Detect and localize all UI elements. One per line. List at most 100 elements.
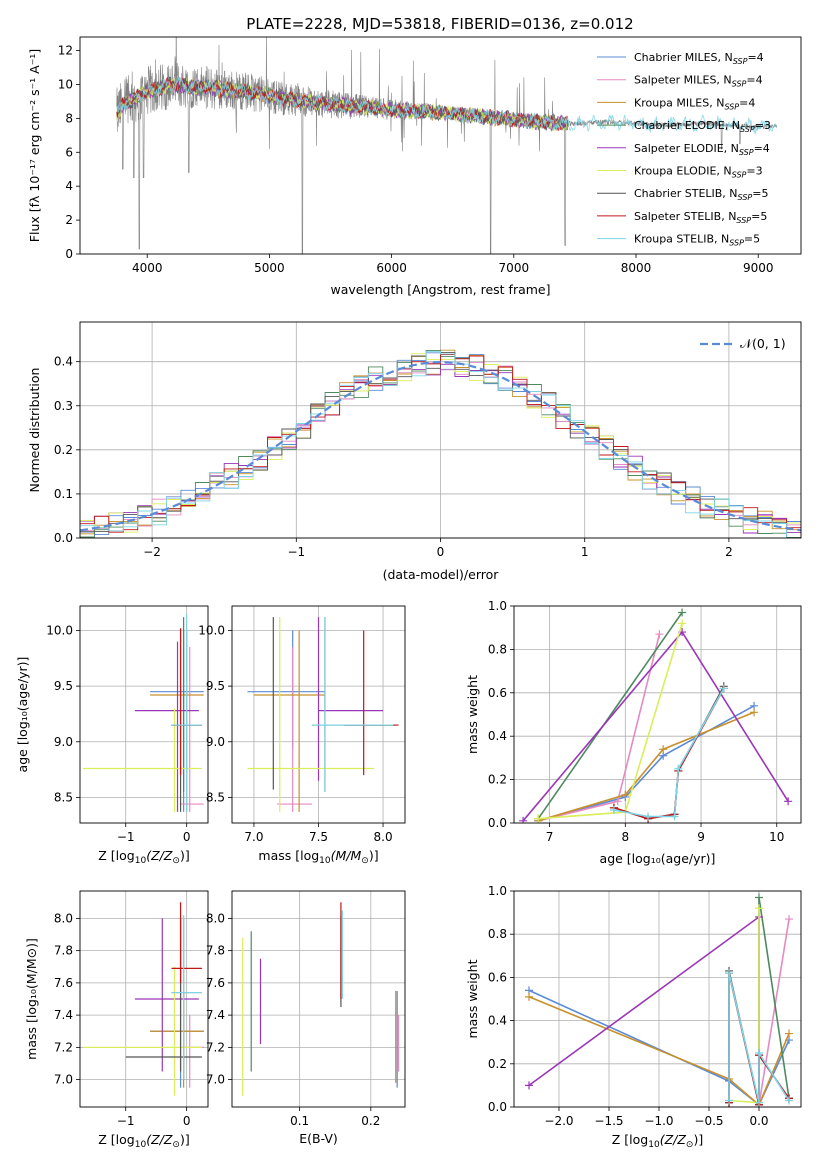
x-tick-label: 0 <box>183 830 191 844</box>
x-tick-label: 7 <box>546 830 554 844</box>
x-tick-label: −1 <box>117 830 135 844</box>
y-tick-label: 10.0 <box>46 623 73 637</box>
y-tick-label: 0 <box>65 247 73 261</box>
x-axis-label-tail: (M/M <box>331 848 362 863</box>
plot-area <box>80 349 801 538</box>
weight-marker <box>644 812 653 821</box>
weight-marker <box>784 797 793 806</box>
y-tick-label: 0.4 <box>488 1014 507 1028</box>
y-tick-label: 8.0 <box>206 911 225 925</box>
y-tick-label: 7.4 <box>206 1008 225 1022</box>
panel-frame <box>79 321 802 539</box>
weight-marker <box>750 708 759 717</box>
y-tick-label: 7.0 <box>54 1073 73 1087</box>
y-tick-label: 0.4 <box>488 729 507 743</box>
legend-label-tail: =5 <box>752 187 768 200</box>
plot-area <box>525 893 793 1107</box>
x-axis-label-sym: ⊙ <box>172 856 180 866</box>
y-tick-label: 7.4 <box>54 1008 73 1022</box>
weight-marker <box>755 1098 763 1107</box>
weight-marker <box>670 812 679 821</box>
weight-marker <box>534 814 543 823</box>
x-tick-label: 2 <box>725 545 733 559</box>
legend-label-tail: =5 <box>751 210 767 223</box>
legend-label-main: Kroupa MILES, N <box>634 96 724 109</box>
legend-label-main: Salpeter STELIB, N <box>634 210 736 223</box>
y-axis-label: mass [log₁₀(M/M⊙)] <box>24 938 39 1060</box>
weight-line <box>728 908 760 1104</box>
residual-histogram <box>80 354 801 533</box>
weight-marker <box>755 904 763 913</box>
weight-marker <box>525 1081 533 1090</box>
x-axis-label-main: Z [log <box>98 1132 134 1147</box>
legend-label-main: Chabrier MILES, N <box>634 51 733 64</box>
plot-area <box>116 37 777 254</box>
plot-area <box>83 613 204 812</box>
weight-marker <box>609 805 618 814</box>
legend-label-main: Chabrier ELODIE, N <box>634 119 740 132</box>
x-axis-label-end: )] <box>180 848 190 863</box>
weight-line <box>758 918 790 1105</box>
legend-label: Salpeter MILES, NSSP=4 <box>634 74 763 89</box>
weight-line <box>537 711 755 822</box>
weight-line <box>613 688 725 820</box>
x-tick-label: 8.0 <box>374 830 393 844</box>
legend-label-sub: SSP <box>732 80 747 89</box>
y-tick-label: 0.6 <box>488 686 507 700</box>
y-tick-label: 7.0 <box>206 1073 225 1087</box>
x-tick-label: 7.5 <box>309 830 328 844</box>
legend-label-main: Salpeter MILES, N <box>634 74 732 87</box>
weight-marker <box>678 619 687 628</box>
legend-label-tail: =4 <box>746 74 762 87</box>
x-tick-label: −1.0 <box>644 1114 673 1128</box>
weight-marker <box>785 915 793 924</box>
x-axis-label-tail: (Z/Z <box>146 848 173 863</box>
y-tick-label: 8.0 <box>54 911 73 925</box>
y-tick-label: 1.0 <box>488 599 507 613</box>
legend-label-sub: SSP <box>740 125 755 134</box>
normal-curve <box>80 360 801 532</box>
model-spectrum <box>116 76 777 135</box>
weight-marker <box>659 745 668 754</box>
panel-frame <box>79 890 209 1108</box>
y-axis-label: mass weight <box>465 675 480 754</box>
weight-marker <box>785 1029 793 1038</box>
x-axis-label-tail: (Z/Z <box>660 1132 687 1147</box>
y-tick-label: 0.2 <box>488 773 507 787</box>
legend-label-tail: =3 <box>746 165 762 178</box>
x-axis-label: Z [log10(Z/Z⊙)] <box>98 848 189 866</box>
legend-label-tail: =4 <box>754 142 770 155</box>
legend-label-sub: SSP <box>739 148 754 157</box>
charts-layer: 4000 5000 6000 7000 8000 9000024681012wavelen… <box>15 36 802 1150</box>
legend-label: Kroupa MILES, NSSP=4 <box>634 96 755 111</box>
y-tick-label: 9.5 <box>206 679 225 693</box>
plot-area <box>247 617 399 812</box>
legend-label: Kroupa ELODIE, NSSP=3 <box>634 165 763 180</box>
y-tick-label: 9.0 <box>54 735 73 749</box>
y-tick-label: 7.8 <box>206 944 225 958</box>
x-axis-label-sub: 10 <box>319 856 331 866</box>
y-tick-label: 0.4 <box>54 355 73 369</box>
legend-label: Chabrier ELODIE, NSSP=3 <box>634 119 771 134</box>
legend-label-sub: SSP <box>724 102 739 111</box>
legend-label-tail: =4 <box>739 96 755 109</box>
figure-title: PLATE=2228, MJD=53818, FIBERID=0136, z=0… <box>246 15 633 33</box>
y-tick-label: 0.1 <box>54 487 73 501</box>
y-tick-label: 0.2 <box>54 443 73 457</box>
panel-age_vs_mass: 7.0 7.5 8.0 8.5 9.0 9.5 10.0 mass [log10(M/M⊙)] <box>198 605 406 866</box>
x-tick-label: 7.0 <box>244 830 263 844</box>
x-axis-label: E(B-V) <box>299 1131 338 1146</box>
x-axis-label-sub: 10 <box>135 1140 147 1150</box>
x-tick-label: 7000 <box>499 261 530 275</box>
x-axis-label-main: Z [log <box>98 848 134 863</box>
y-tick-label: 7.8 <box>54 944 73 958</box>
x-axis-label-main: mass [log <box>258 848 319 863</box>
residual-histogram <box>80 351 788 538</box>
y-tick-label: 7.2 <box>206 1040 225 1054</box>
panel-frame <box>79 605 209 824</box>
weight-marker <box>725 1096 733 1105</box>
x-axis-label-end: )] <box>180 1132 190 1147</box>
x-axis-label: Z [log10(Z/Z⊙)] <box>612 1132 703 1150</box>
y-axis-label: Flux [fλ 10⁻¹⁷ erg cm⁻² s⁻¹ A⁻¹] <box>27 49 42 242</box>
